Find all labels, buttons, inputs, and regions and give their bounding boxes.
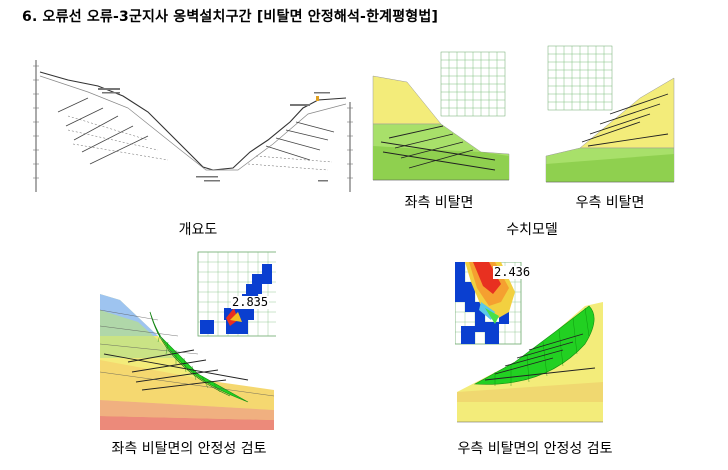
right-slope-stability-result [455,262,605,424]
caption-overview: 개요도 [178,222,218,238]
caption-left-stability: 좌측 비탈면의 안정성 검토 [111,441,267,457]
right-safety-factor-value: 2.436 [493,265,532,279]
left-slope-stability-result [98,250,276,432]
right-slope-numerical-model [540,38,680,184]
caption-right-stability: 우측 비탈면의 안정성 검토 [457,441,613,457]
caption-numerical-model: 수치모델 [506,222,558,238]
overview-cross-section-drawing [28,52,360,200]
caption-right-slope: 우측 비탈면 [575,195,645,211]
section-heading: 6. 오류선 오류-3군지사 옹벽설치구간 [비탈면 안정해석-한계평형법] [22,9,439,25]
left-safety-factor-value: 2.835 [231,295,270,309]
left-slope-numerical-model [371,46,511,182]
caption-left-slope: 좌측 비탈면 [404,195,474,211]
